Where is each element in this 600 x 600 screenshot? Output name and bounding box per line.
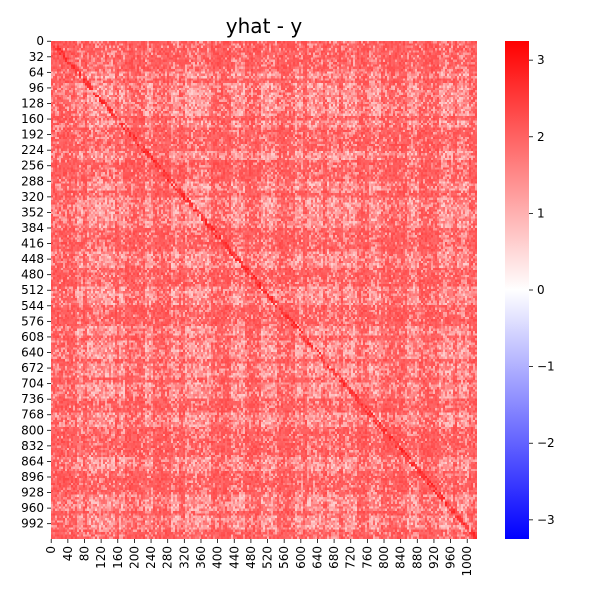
x-tick-label: 520 (261, 546, 275, 569)
x-tick-label: 600 (294, 546, 308, 569)
colorbar-tick-label: 3 (537, 53, 545, 67)
y-tick-label: 0 (36, 34, 44, 48)
x-tick-label: 320 (177, 546, 191, 569)
y-tick-label: 928 (21, 486, 44, 500)
y-tick-label: 800 (21, 423, 44, 437)
x-tick-label: 440 (227, 546, 241, 569)
x-tick-label: 120 (94, 546, 108, 569)
colorbar-tick-label: 1 (537, 206, 545, 220)
x-axis: 0 40 80 120 160 200 240 280 320 360 400 440 480 520 56… (44, 539, 474, 577)
x-tick-label: 640 (310, 546, 324, 569)
y-tick-label: 960 (21, 501, 44, 515)
x-tick-label: 480 (244, 546, 258, 569)
y-tick-label: 992 (21, 517, 44, 531)
x-tick-label: 0 (44, 546, 58, 554)
x-tick-label: 920 (427, 546, 441, 569)
x-tick-label: 1000 (460, 546, 474, 577)
y-tick-label: 736 (21, 392, 44, 406)
x-tick-label: 680 (327, 546, 341, 569)
x-tick-label: 840 (394, 546, 408, 569)
y-tick-label: 640 (21, 345, 44, 359)
y-tick-label: 608 (21, 330, 44, 344)
y-tick-label: 512 (21, 283, 44, 297)
colorbar-tick-label: 0 (537, 283, 545, 297)
y-tick-label: 896 (21, 470, 44, 484)
y-tick-label: 576 (21, 314, 44, 328)
colorbar-tick-label: −1 (537, 360, 555, 374)
y-tick-label: 32 (29, 50, 44, 64)
y-tick-label: 128 (21, 96, 44, 110)
y-tick-label: 224 (21, 143, 44, 157)
x-tick-label: 200 (127, 546, 141, 569)
y-tick-label: 864 (21, 454, 44, 468)
x-tick-label: 160 (111, 546, 125, 569)
x-tick-label: 240 (144, 546, 158, 569)
y-tick-label: 704 (21, 377, 44, 391)
x-tick-label: 400 (211, 546, 225, 569)
y-tick-label: 544 (21, 299, 44, 313)
x-tick-label: 880 (410, 546, 424, 569)
x-tick-label: 960 (444, 546, 458, 569)
x-tick-label: 40 (61, 546, 75, 561)
y-tick-label: 448 (21, 252, 44, 266)
colorbar-gradient (505, 41, 529, 539)
y-tick-label: 320 (21, 190, 44, 204)
heatmap-cells (51, 41, 477, 539)
colorbar-tick-label: −2 (537, 436, 555, 450)
colorbar-tick-label: 2 (537, 130, 545, 144)
y-tick-label: 832 (21, 439, 44, 453)
x-tick-label: 280 (161, 546, 175, 569)
colorbar-tick-label: −3 (537, 513, 555, 527)
y-tick-label: 672 (21, 361, 44, 375)
y-tick-label: 384 (21, 221, 44, 235)
y-tick-label: 64 (29, 65, 44, 79)
colorbar: 3 2 1 0 −1 −2 −3 (505, 41, 555, 539)
y-tick-label: 288 (21, 174, 44, 188)
x-tick-label: 800 (377, 546, 391, 569)
y-tick-label: 160 (21, 112, 44, 126)
y-tick-label: 256 (21, 159, 44, 173)
x-tick-label: 720 (344, 546, 358, 569)
y-tick-label: 768 (21, 408, 44, 422)
x-tick-label: 760 (360, 546, 374, 569)
y-tick-label: 192 (21, 128, 44, 142)
y-tick-label: 480 (21, 268, 44, 282)
x-tick-label: 80 (77, 546, 91, 561)
y-tick-label: 416 (21, 237, 44, 251)
y-tick-label: 96 (29, 81, 44, 95)
x-tick-label: 560 (277, 546, 291, 569)
heatmap-plot-area (51, 41, 477, 539)
y-tick-label: 352 (21, 205, 44, 219)
x-tick-label: 360 (194, 546, 208, 569)
chart-title: yhat - y (226, 14, 303, 38)
